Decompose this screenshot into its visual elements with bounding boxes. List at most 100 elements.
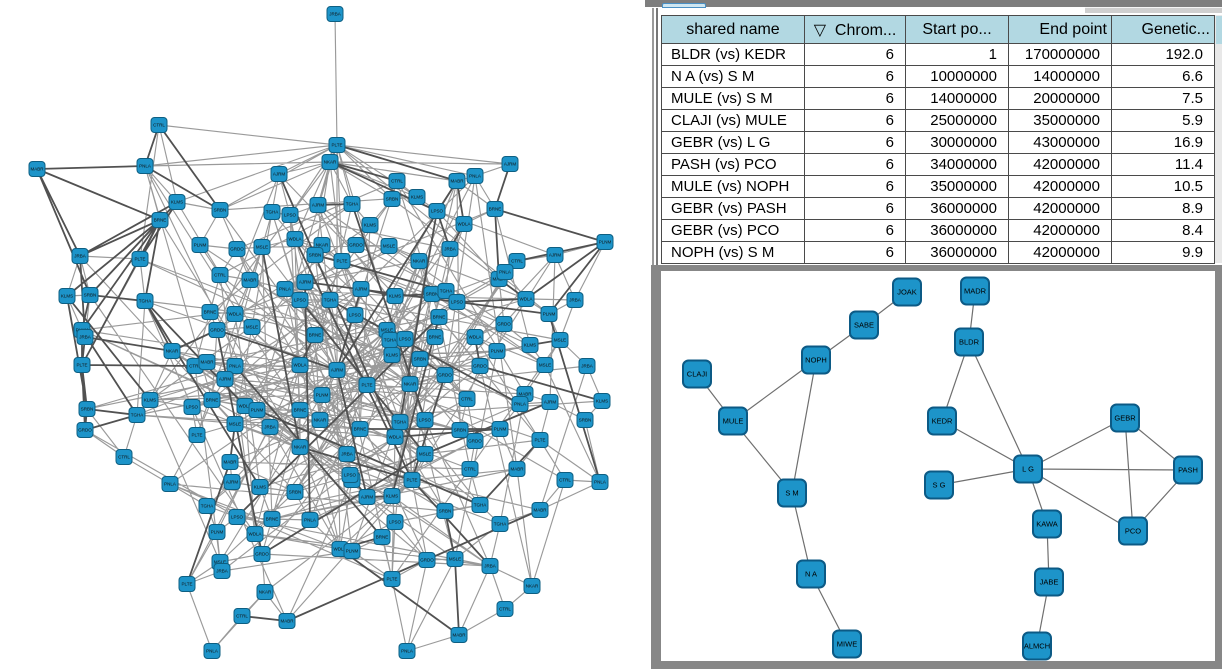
svg-text:BRNE: BRNE [204, 310, 217, 315]
svg-text:JRBA: JRBA [341, 452, 353, 457]
svg-text:KLMS: KLMS [386, 494, 398, 499]
svg-text:SRBN: SRBN [309, 253, 322, 258]
svg-text:BRNE: BRNE [266, 517, 279, 522]
svg-text:PLTE: PLTE [337, 259, 348, 264]
svg-text:GRDO: GRDO [255, 552, 269, 557]
svg-text:NKAR: NKAR [413, 259, 426, 264]
svg-text:MADR: MADR [964, 287, 987, 296]
svg-text:L G: L G [1022, 465, 1034, 474]
svg-text:CTRL: CTRL [559, 478, 571, 483]
svg-text:MSLE: MSLE [381, 328, 393, 333]
svg-text:MABR: MABR [243, 278, 257, 283]
svg-text:PNLA: PNLA [206, 649, 218, 654]
svg-text:PLNM: PLNM [599, 240, 612, 245]
svg-text:PLTE: PLTE [407, 478, 418, 483]
svg-text:BRNE: BRNE [309, 333, 322, 338]
svg-text:GRDO: GRDO [349, 243, 363, 248]
svg-text:SRBN: SRBN [81, 407, 94, 412]
svg-text:KLMS: KLMS [596, 399, 608, 404]
svg-text:MIWE: MIWE [837, 640, 857, 649]
svg-text:PLNM: PLNM [543, 312, 556, 317]
svg-text:AJRM: AJRM [273, 172, 286, 177]
svg-text:SRBN: SRBN [579, 418, 592, 423]
svg-text:PLNM: PLNM [316, 393, 329, 398]
svg-text:CTRL: CTRL [214, 273, 226, 278]
svg-text:KLMS: KLMS [254, 485, 266, 490]
svg-text:SRBN: SRBN [454, 428, 467, 433]
svg-text:AJRM: AJRM [331, 368, 344, 373]
svg-text:CTRL: CTRL [461, 397, 473, 402]
svg-text:MABR: MABR [450, 179, 464, 184]
svg-text:LPSO: LPSO [399, 337, 412, 342]
svg-text:AJRM: AJRM [549, 253, 562, 258]
svg-text:PNLA: PNLA [499, 270, 511, 275]
svg-text:JABE: JABE [1040, 578, 1059, 587]
svg-text:JRBA: JRBA [484, 564, 496, 569]
svg-text:LPSO: LPSO [419, 418, 432, 423]
svg-text:PLTE: PLTE [77, 363, 88, 368]
svg-text:SRBN: SRBN [426, 292, 439, 297]
svg-text:WDLA: WDLA [228, 312, 241, 317]
svg-text:PNLA: PNLA [469, 174, 481, 179]
svg-text:PLNM: PLNM [211, 530, 224, 535]
svg-text:LPSO: LPSO [186, 405, 199, 410]
svg-text:PLTE: PLTE [362, 383, 373, 388]
svg-text:JRBA: JRBA [581, 364, 593, 369]
svg-text:PLNM: PLNM [491, 349, 504, 354]
svg-text:KLMS: KLMS [171, 200, 183, 205]
svg-text:NKAR: NKAR [166, 349, 179, 354]
svg-text:PLTE: PLTE [182, 582, 193, 587]
svg-text:SRBN: SRBN [214, 208, 227, 213]
svg-text:PLTE: PLTE [535, 438, 546, 443]
svg-text:JRBA: JRBA [264, 425, 276, 430]
svg-text:PNLA: PNLA [401, 649, 413, 654]
svg-text:JRBA: JRBA [74, 254, 86, 259]
svg-text:BLDR: BLDR [959, 338, 980, 347]
svg-text:TGHA: TGHA [494, 522, 507, 527]
svg-text:BRNE: BRNE [429, 335, 442, 340]
svg-text:WDLA: WDLA [519, 297, 532, 302]
svg-text:PLNM: PLNM [494, 427, 507, 432]
svg-text:MABR: MABR [452, 633, 466, 638]
svg-text:CLAJI: CLAJI [687, 370, 707, 379]
svg-text:PLNM: PLNM [251, 408, 264, 413]
svg-text:BRNE: BRNE [294, 408, 307, 413]
svg-text:LPSO: LPSO [349, 313, 362, 318]
svg-text:AJRM: AJRM [355, 287, 368, 292]
svg-text:CTRL: CTRL [153, 123, 165, 128]
svg-text:TGHA: TGHA [266, 210, 279, 215]
svg-text:AJRM: AJRM [361, 495, 374, 500]
svg-text:TGHA: TGHA [440, 289, 453, 294]
svg-text:MSLE: MSLE [246, 325, 258, 330]
svg-text:CTRL: CTRL [464, 467, 476, 472]
svg-text:LPSO: LPSO [389, 520, 402, 525]
svg-text:JRBA: JRBA [79, 335, 91, 340]
svg-text:MABR: MABR [510, 467, 524, 472]
svg-text:WDLA: WDLA [293, 363, 306, 368]
svg-text:SRBN: SRBN [289, 490, 302, 495]
svg-text:TGHA: TGHA [131, 413, 144, 418]
svg-text:JOAK: JOAK [897, 288, 917, 297]
svg-text:PNLA: PNLA [229, 364, 241, 369]
svg-text:MSLE: MSLE [383, 244, 395, 249]
svg-text:PLNM: PLNM [346, 549, 359, 554]
svg-text:KAWA: KAWA [1036, 520, 1058, 529]
svg-text:LPSO: LPSO [431, 209, 444, 214]
svg-text:NKAR: NKAR [324, 160, 337, 165]
svg-text:NKAR: NKAR [526, 584, 539, 589]
svg-text:PLTE: PLTE [135, 257, 146, 262]
svg-text:NKAR: NKAR [404, 382, 417, 387]
svg-text:PNLA: PNLA [304, 518, 316, 523]
svg-text:WDLA: WDLA [333, 547, 346, 552]
svg-text:ALMCH: ALMCH [1024, 642, 1050, 651]
svg-text:PNLA: PNLA [514, 402, 526, 407]
svg-text:PNLA: PNLA [594, 480, 606, 485]
svg-text:SRBN: SRBN [439, 509, 452, 514]
svg-text:WDLA: WDLA [238, 404, 251, 409]
svg-text:CTRL: CTRL [511, 259, 523, 264]
svg-text:S G: S G [933, 481, 946, 490]
svg-text:SRBN: SRBN [84, 293, 97, 298]
svg-text:CTRL: CTRL [236, 614, 248, 619]
svg-text:MABR: MABR [280, 619, 294, 624]
svg-text:BRNE: BRNE [433, 315, 446, 320]
